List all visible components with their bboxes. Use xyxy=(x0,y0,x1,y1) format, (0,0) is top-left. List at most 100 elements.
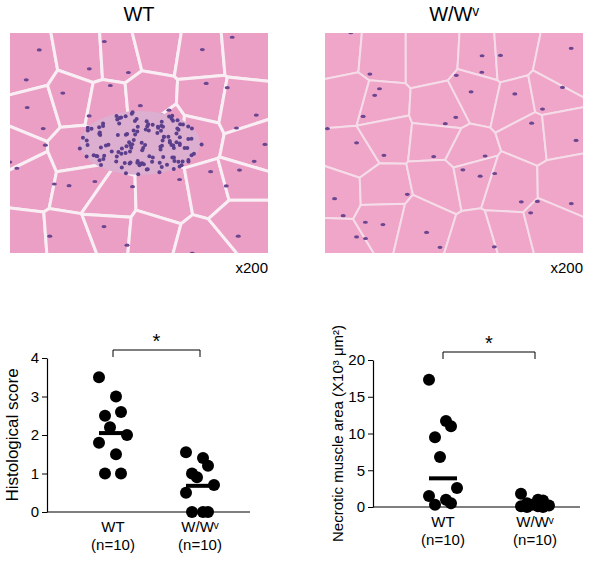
nucleus xyxy=(230,36,235,39)
infiltrate-cell xyxy=(176,160,180,164)
mean-bar xyxy=(99,431,127,435)
infiltrate-cell xyxy=(124,171,128,175)
infiltrate-cell xyxy=(99,146,103,150)
data-point xyxy=(445,497,457,509)
nucleus xyxy=(87,67,92,70)
image-title: WT xyxy=(123,3,154,25)
y-tick: 15 xyxy=(348,388,373,405)
infiltrate-cell xyxy=(128,149,132,153)
nucleus xyxy=(14,167,19,170)
infiltrate-cell xyxy=(158,161,162,165)
infiltrate-cell xyxy=(85,138,89,142)
mean-bar xyxy=(429,476,457,480)
nucleus xyxy=(47,235,52,238)
infiltrate-cell xyxy=(124,151,128,155)
nucleus xyxy=(569,47,574,50)
y-tick-mark xyxy=(368,434,373,435)
infiltrate-cell xyxy=(186,125,190,129)
muscle-fiber xyxy=(481,151,538,212)
nucleus xyxy=(380,223,385,226)
nucleus xyxy=(208,170,213,173)
y-axis: 05101520 xyxy=(348,351,373,515)
infiltrate-cell xyxy=(128,161,132,165)
nucleus xyxy=(325,127,330,130)
nucleus xyxy=(492,245,497,248)
data-point xyxy=(93,371,105,383)
infiltrate-cell xyxy=(155,131,159,135)
infiltrate-cell xyxy=(150,160,154,164)
nucleus xyxy=(519,200,524,203)
muscle-fiber xyxy=(358,33,405,83)
nucleus xyxy=(102,40,107,43)
nucleus xyxy=(492,172,497,175)
infiltrate-cell xyxy=(168,141,172,145)
micrograph xyxy=(10,33,268,253)
infiltrate-cell xyxy=(162,135,166,139)
nucleus xyxy=(25,106,30,109)
data-point xyxy=(99,410,111,422)
data-point xyxy=(429,431,441,443)
nucleus xyxy=(453,116,458,119)
nucleus xyxy=(237,169,242,172)
nucleus xyxy=(10,161,12,164)
infiltrate-cell xyxy=(186,159,190,163)
nucleus xyxy=(437,33,442,34)
infiltrate-cell xyxy=(128,143,132,147)
nucleus xyxy=(130,185,135,188)
y-tick: 0 xyxy=(31,503,47,520)
infiltrate-cell xyxy=(161,155,165,159)
nucleus xyxy=(381,154,386,157)
dot-plot: 05101520WT(n=10)W/Wᵛ(n=10)Necrotic muscl… xyxy=(329,325,580,548)
nucleus xyxy=(262,143,267,146)
nucleus xyxy=(24,78,29,81)
nucleus xyxy=(367,73,372,76)
infiltrate-cell xyxy=(114,160,118,164)
nucleus xyxy=(138,104,143,107)
nucleus xyxy=(478,175,483,178)
nucleus xyxy=(469,90,474,93)
x-tick-label: W/Wᵛ(n=10) xyxy=(178,518,222,553)
nucleus xyxy=(166,109,171,112)
muscle-fiber xyxy=(542,105,583,161)
data-point xyxy=(110,391,122,403)
infiltrate-cell xyxy=(145,167,149,171)
infiltrate-cell xyxy=(200,143,204,147)
nucleus xyxy=(479,71,484,74)
muscle-fiber xyxy=(82,214,131,253)
infiltrate-cell xyxy=(98,158,102,162)
data-point xyxy=(186,506,198,518)
nucleus xyxy=(204,82,209,85)
infiltrate-cell xyxy=(174,140,178,144)
y-tick-mark xyxy=(368,470,373,471)
infiltrate-cell xyxy=(151,123,155,127)
infiltrate-cell xyxy=(189,137,193,141)
infiltrate-cell xyxy=(116,150,120,154)
nucleus xyxy=(200,48,205,51)
muscle-fiber xyxy=(81,169,136,218)
y-tick-label: 1 xyxy=(31,465,39,482)
infiltrate-cell xyxy=(115,154,119,158)
infiltrate-cell xyxy=(151,156,155,160)
infiltrate-cell xyxy=(104,144,108,148)
infiltrate-cell xyxy=(181,159,185,163)
x-tick-label: WT(n=10) xyxy=(421,513,465,548)
nucleus xyxy=(354,235,359,238)
infiltrate-cell xyxy=(86,126,90,130)
data-point xyxy=(115,468,127,480)
infiltrate-cell xyxy=(190,127,194,131)
infiltrate-cell xyxy=(123,161,127,165)
micrograph xyxy=(325,33,583,253)
nucleus xyxy=(363,237,368,240)
infiltrate-cell xyxy=(131,110,135,114)
infiltrate-cell xyxy=(120,146,124,150)
muscle-fiber xyxy=(174,33,225,79)
nuclei xyxy=(325,33,579,253)
infiltrate-cell xyxy=(117,121,121,125)
data-point xyxy=(180,446,192,458)
nucleus xyxy=(101,225,106,228)
nucleus xyxy=(52,182,57,185)
y-tick-label: 20 xyxy=(348,351,365,368)
muscle-fiber xyxy=(208,200,268,253)
nucleus xyxy=(574,139,579,142)
data-point xyxy=(423,374,435,386)
